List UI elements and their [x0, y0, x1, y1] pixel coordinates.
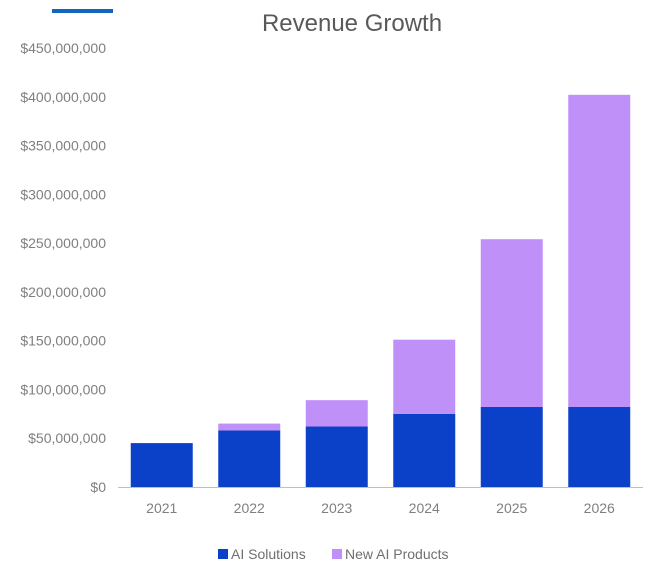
- x-tick-label: 2023: [321, 500, 352, 516]
- y-tick-label: $100,000,000: [20, 381, 106, 397]
- x-tick-label: 2021: [146, 500, 177, 516]
- bar-ai-solutions-2026: [568, 407, 631, 487]
- y-tick-label: $350,000,000: [20, 138, 106, 154]
- bar-ai-solutions-2022: [218, 430, 281, 487]
- y-tick-label: $400,000,000: [20, 89, 106, 105]
- bar-new-ai-products-2025: [480, 239, 543, 408]
- bar-ai-solutions-2021: [130, 443, 193, 487]
- bar-new-ai-products-2024: [393, 339, 456, 414]
- y-tick-label: $0: [90, 479, 106, 495]
- chart-title: Revenue Growth: [262, 10, 442, 37]
- y-tick-label: $200,000,000: [20, 284, 106, 300]
- x-tick-label: 2025: [496, 500, 527, 516]
- legend-swatch: [218, 549, 228, 559]
- x-axis-ticks: 2021 2022 2023 2024 2025 2026: [146, 500, 615, 516]
- accent-bar: [52, 9, 113, 13]
- y-tick-label: $250,000,000: [20, 235, 106, 251]
- legend-label: New AI Products: [345, 546, 449, 562]
- y-tick-label: $50,000,000: [28, 430, 106, 446]
- y-axis-ticks: $0 $50,000,000 $100,000,000 $150,000,000 $20…: [20, 40, 106, 495]
- bar-ai-solutions-2025: [480, 407, 543, 487]
- bar-new-ai-products-2022: [218, 423, 281, 431]
- legend-label: AI Solutions: [231, 546, 306, 562]
- bar-ai-solutions-2024: [393, 413, 456, 487]
- bars: [130, 94, 631, 487]
- legend: AI Solutions New AI Products: [218, 546, 449, 562]
- bar-new-ai-products-2026: [568, 94, 631, 408]
- legend-swatch: [332, 549, 342, 559]
- y-tick-label: $150,000,000: [20, 333, 106, 349]
- bar-new-ai-products-2023: [305, 400, 368, 427]
- x-tick-label: 2026: [584, 500, 615, 516]
- y-tick-label: $300,000,000: [20, 186, 106, 202]
- bar-ai-solutions-2023: [305, 426, 368, 487]
- x-tick-label: 2024: [409, 500, 440, 516]
- y-tick-label: $450,000,000: [20, 40, 106, 56]
- x-tick-label: 2022: [234, 500, 265, 516]
